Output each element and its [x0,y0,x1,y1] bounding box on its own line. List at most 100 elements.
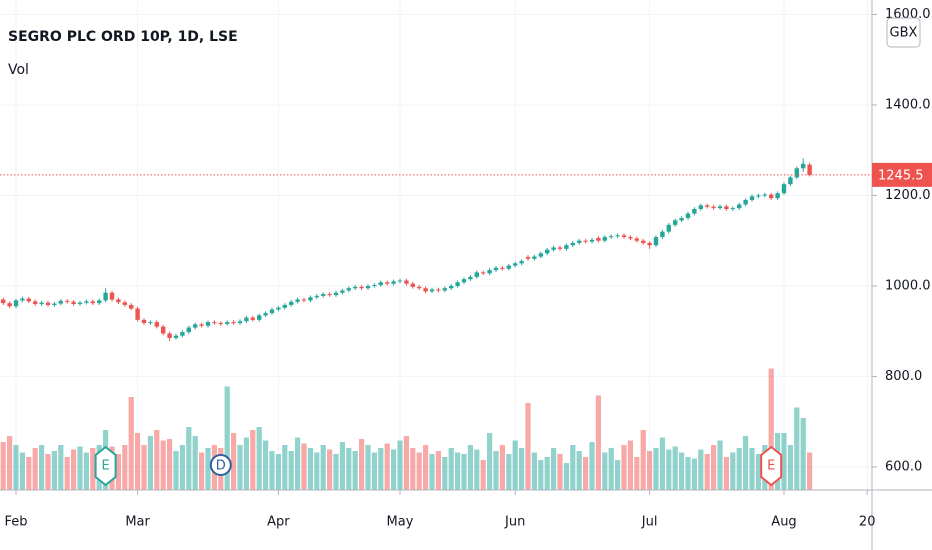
candle-body [308,297,313,301]
candle-body [359,286,364,289]
currency[interactable]: GBX [890,26,918,41]
volume-bar [359,439,365,490]
volume-bar [346,448,352,490]
volume-bar [666,449,672,490]
volume-bar [608,448,614,490]
candle-body [154,322,159,327]
volume-bar [704,454,710,490]
event-label: D [216,459,226,474]
candle-body [628,237,633,239]
volume-bar [595,395,601,490]
candle-body [26,298,31,302]
candle-body [52,303,57,305]
volume-bar [77,446,83,490]
candle-body [487,270,492,274]
volume-bar [275,454,281,490]
candle-body [289,301,294,305]
candle-body [148,322,153,324]
volume-bar [141,445,147,490]
volume-bar [781,433,787,490]
volume-bar [410,448,416,490]
volume-bar [794,407,800,490]
candle-body [513,263,518,266]
candle-body [103,292,108,301]
volume-bar [493,451,499,490]
candle-body [346,288,351,291]
candle-body [71,301,76,305]
volume-bar [173,451,179,490]
volume-bar [768,368,774,490]
volume-bar [583,457,589,490]
candle-body [135,308,140,320]
currency-box[interactable] [886,17,921,48]
candle-body [90,301,95,304]
grid [0,0,872,490]
x-tick-label: Feb [4,515,27,530]
volume-bar [90,448,96,490]
volume-bar [570,445,576,490]
candle-body [173,335,179,338]
candle-body [602,237,607,241]
candle-body [647,242,652,246]
volume-bar [333,454,339,490]
volume-bar [192,436,198,490]
candle-body [276,307,281,310]
volume-bar [442,457,448,490]
volume-bar [237,445,243,490]
event-label: E [767,459,775,474]
volume-bar [640,430,646,490]
candle-body [429,289,435,292]
volume-bar [339,442,345,490]
volume-bar [186,427,192,490]
candle-body [314,295,319,298]
candle-body [455,282,460,286]
candle-body [449,285,454,289]
candle-body [167,333,172,338]
volume-bar [0,442,6,490]
candle-body [186,327,191,333]
x-tick-label: 20 [859,515,876,530]
candle-body [551,247,556,250]
candle-body [372,285,377,287]
volume-bar [384,443,390,490]
volume-bar [205,448,211,490]
volume-bar [800,418,806,490]
volume-bar [160,440,166,490]
volume-bar [307,448,313,490]
candle-body [385,282,390,284]
candle-body [97,300,102,304]
candle-body [269,309,275,314]
candle-body [397,280,403,282]
candle-body [436,289,441,291]
volume-bar [250,430,256,490]
volume-bar [435,451,441,490]
volume-bar [691,458,697,490]
candle-body [410,283,415,287]
candle-body [231,322,236,324]
volume-bar [538,460,544,490]
candle-body [378,282,383,286]
candle-body [756,195,761,197]
candle-body [365,285,371,289]
volume-bar [135,433,141,490]
volume-bar [416,452,422,490]
volume-bar [736,448,742,490]
x-tick-label: Mar [125,515,150,530]
candle-body [39,302,44,305]
candle-body [583,240,588,242]
volume-bar [659,437,665,490]
candle-body [77,302,83,305]
volume-bar [480,460,486,490]
volume-bar [71,449,77,490]
candle-body [218,323,223,325]
volume-bar [243,437,249,490]
candle-body [807,164,812,175]
event-marker [94,445,117,487]
volume-bar [711,445,717,490]
candle-body [660,231,665,238]
candle-body [141,319,147,324]
candle-body [161,326,166,334]
volume-bar [256,427,262,490]
volume-bar [263,440,269,490]
volume-bar [685,457,691,490]
